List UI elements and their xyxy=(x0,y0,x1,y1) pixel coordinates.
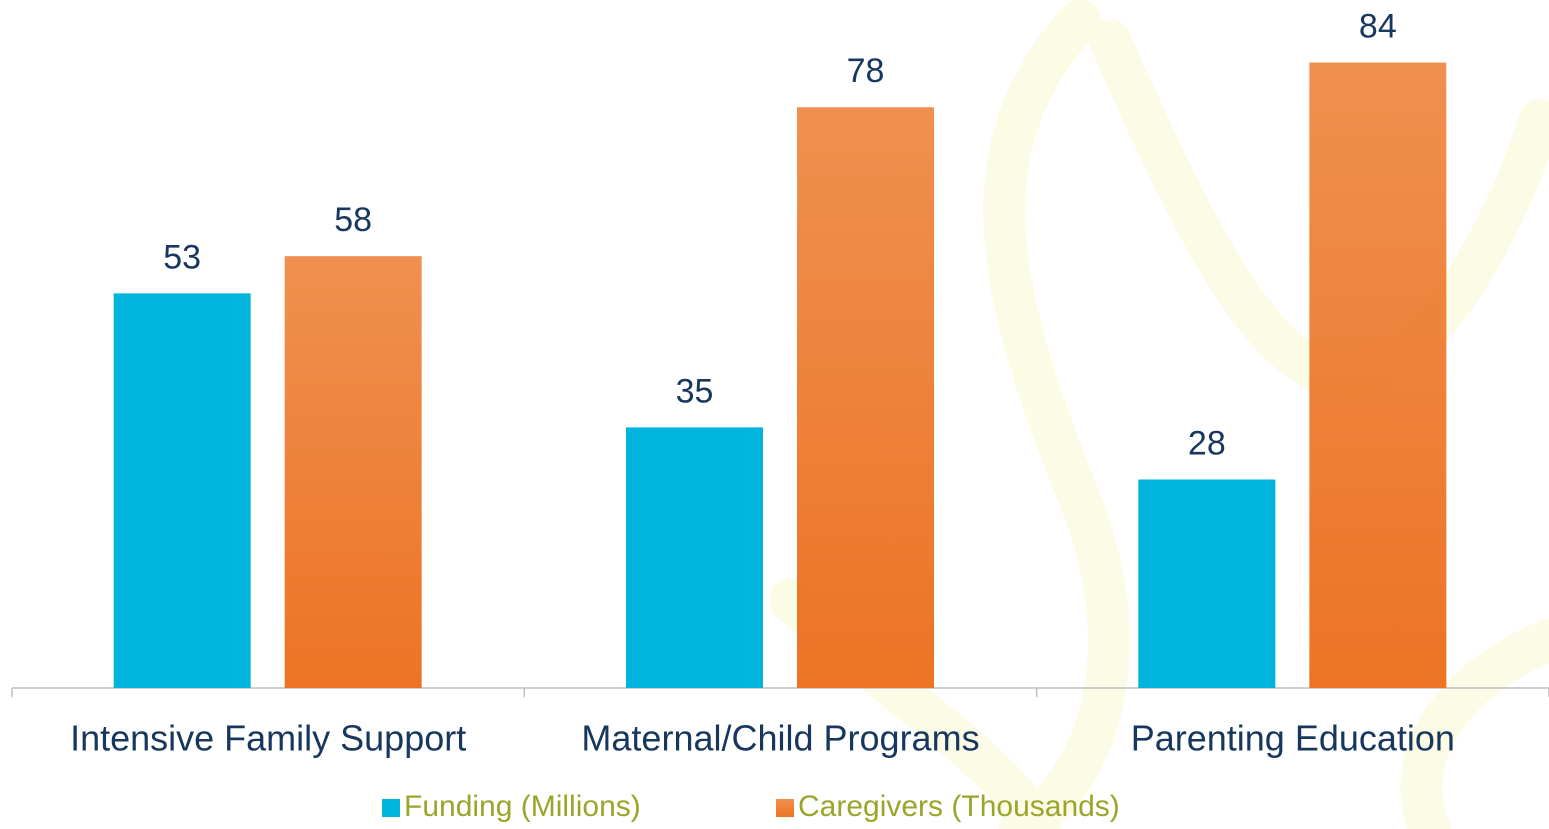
value-label: 53 xyxy=(163,238,201,276)
legend-swatch xyxy=(382,799,400,817)
chart: Intensive Family Support 53 58 Maternal/Chi… xyxy=(0,0,1549,829)
bar xyxy=(626,427,763,688)
bar xyxy=(1309,63,1446,688)
x-tick-label: Parenting Education xyxy=(1131,718,1455,759)
x-tick-label: Intensive Family Support xyxy=(70,718,466,759)
value-label: 58 xyxy=(334,201,372,239)
legend-swatch xyxy=(776,799,794,817)
swirl xyxy=(1004,20,1109,829)
value-label: 84 xyxy=(1359,8,1397,46)
bar xyxy=(285,256,422,688)
value-label: 35 xyxy=(676,372,714,410)
bar xyxy=(114,293,251,688)
bar xyxy=(1138,480,1275,688)
value-label: 28 xyxy=(1188,425,1226,463)
legend-label: Funding (Millions) xyxy=(404,790,641,823)
x-tick-label: Maternal/Child Programs xyxy=(581,718,979,759)
legend-label: Caregivers (Thousands) xyxy=(798,790,1120,823)
bar xyxy=(797,107,934,688)
page: Intensive Family Support 53 58 Maternal/Chi… xyxy=(0,0,1549,829)
value-label: 78 xyxy=(847,52,885,90)
